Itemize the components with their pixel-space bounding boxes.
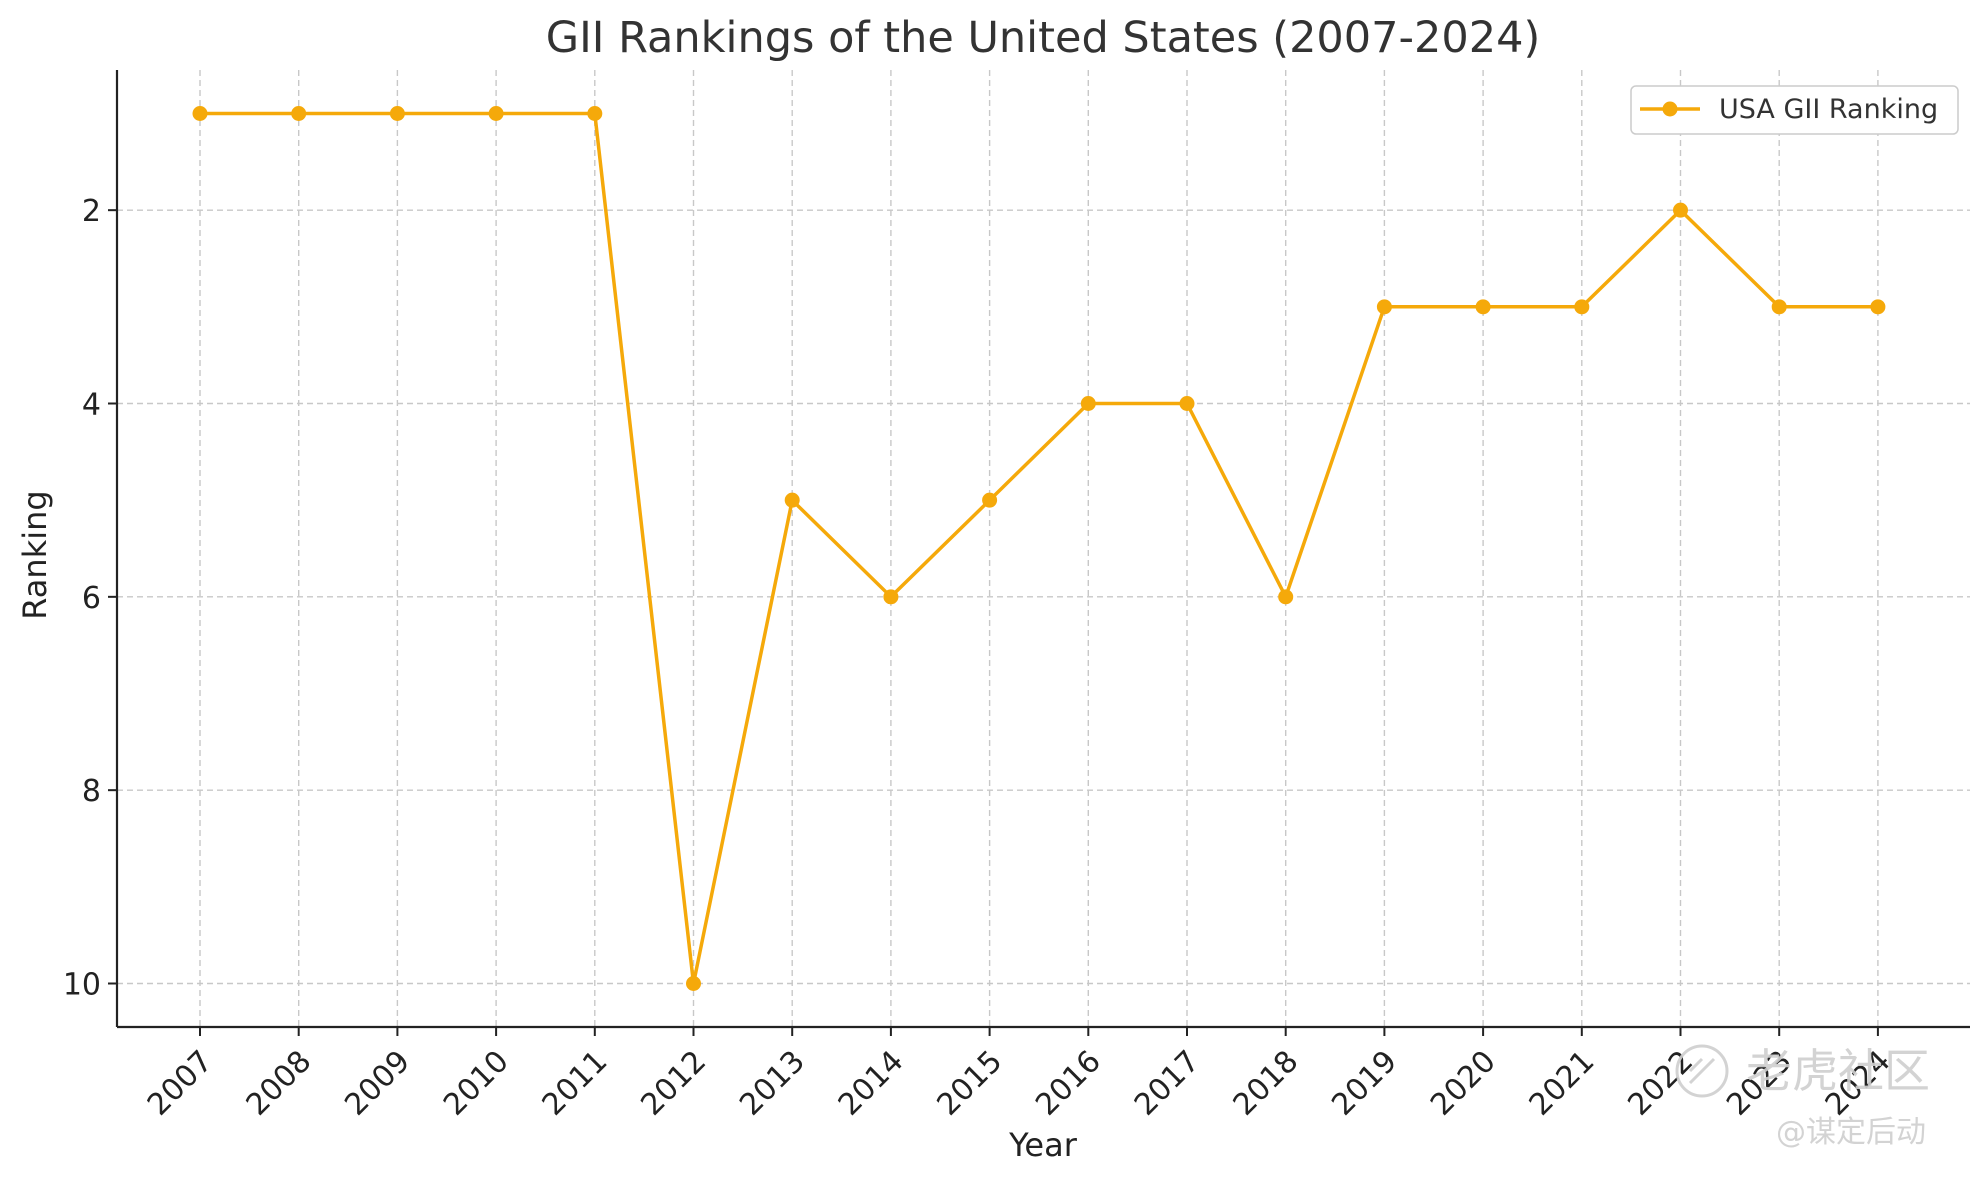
x-tick-label-2014: 2014: [832, 1044, 911, 1123]
data-point-2012: [686, 976, 701, 991]
data-point-2024: [1870, 299, 1886, 315]
axes: [115, 70, 1970, 1029]
x-ticks: 2007 2008 2009 2010 2011 2012 2013 2014 2015 2016…: [141, 1027, 1898, 1123]
x-tick-label-2012: 2012: [634, 1044, 713, 1123]
data-point-2011: [587, 106, 603, 121]
x-tick-label-2013: 2013: [733, 1044, 812, 1123]
watermark: 老虎社区 @谋定后动: [1675, 1044, 1930, 1150]
x-tick-label-2016: 2016: [1029, 1044, 1108, 1123]
data-point-2008: [291, 106, 307, 121]
data-point-2015: [982, 492, 998, 508]
legend-label: USA GII Ranking: [1719, 94, 1938, 125]
data-point-2019: [1376, 299, 1392, 315]
data-point-2009: [389, 106, 405, 121]
x-tick-label-2015: 2015: [931, 1044, 1010, 1123]
watermark-text: 老虎社区: [1746, 1044, 1930, 1098]
chart-title: GII Rankings of the United States (2007-…: [546, 13, 1540, 63]
x-tick-label-2008: 2008: [240, 1044, 319, 1123]
data-point-2017: [1179, 396, 1195, 411]
x-tick-label-2019: 2019: [1325, 1044, 1404, 1123]
data-point-2023: [1771, 299, 1787, 315]
data-point-2016: [1080, 396, 1096, 411]
data-point-2020: [1475, 299, 1491, 315]
data-point-2010: [488, 106, 504, 121]
x-tick-label-2007: 2007: [141, 1044, 220, 1123]
series-layer: [192, 106, 1886, 991]
x-axis-label: Year: [1008, 1126, 1078, 1164]
x-tick-label-2018: 2018: [1227, 1044, 1306, 1123]
x-tick-label-2021: 2021: [1523, 1044, 1602, 1123]
watermark-subtext: @谋定后动: [1776, 1115, 1926, 1150]
legend: USA GII Ranking: [1630, 85, 1959, 135]
legend-swatch-marker: [1662, 101, 1678, 117]
x-tick-label-2022: 2022: [1621, 1044, 1700, 1123]
y-tick-label-8: 8: [82, 774, 101, 809]
y-tick-label-10: 10: [63, 968, 101, 1003]
data-point-2021: [1574, 299, 1590, 315]
y-tick-label-4: 4: [82, 388, 101, 423]
x-tick-label-2010: 2010: [437, 1044, 516, 1123]
data-point-2014: [883, 589, 899, 605]
circle-logo-icon: [1675, 1044, 1729, 1098]
grid-lines: [117, 70, 1970, 1027]
data-point-2007: [192, 106, 208, 121]
y-ticks: 2 4 6 8 10: [63, 194, 117, 1003]
x-tick-label-2009: 2009: [338, 1044, 417, 1123]
y-tick-label-2: 2: [82, 194, 101, 229]
y-tick-label-6: 6: [82, 581, 101, 616]
series-line-0: [200, 111, 1878, 986]
data-point-2018: [1278, 589, 1294, 605]
data-point-2013: [784, 492, 800, 508]
y-axis-label: Ranking: [16, 490, 54, 619]
x-tick-label-2020: 2020: [1424, 1044, 1503, 1123]
x-tick-label-2011: 2011: [536, 1044, 615, 1123]
data-point-2022: [1673, 202, 1688, 218]
legend-box: [1630, 85, 1959, 135]
x-tick-label-2017: 2017: [1128, 1044, 1207, 1123]
